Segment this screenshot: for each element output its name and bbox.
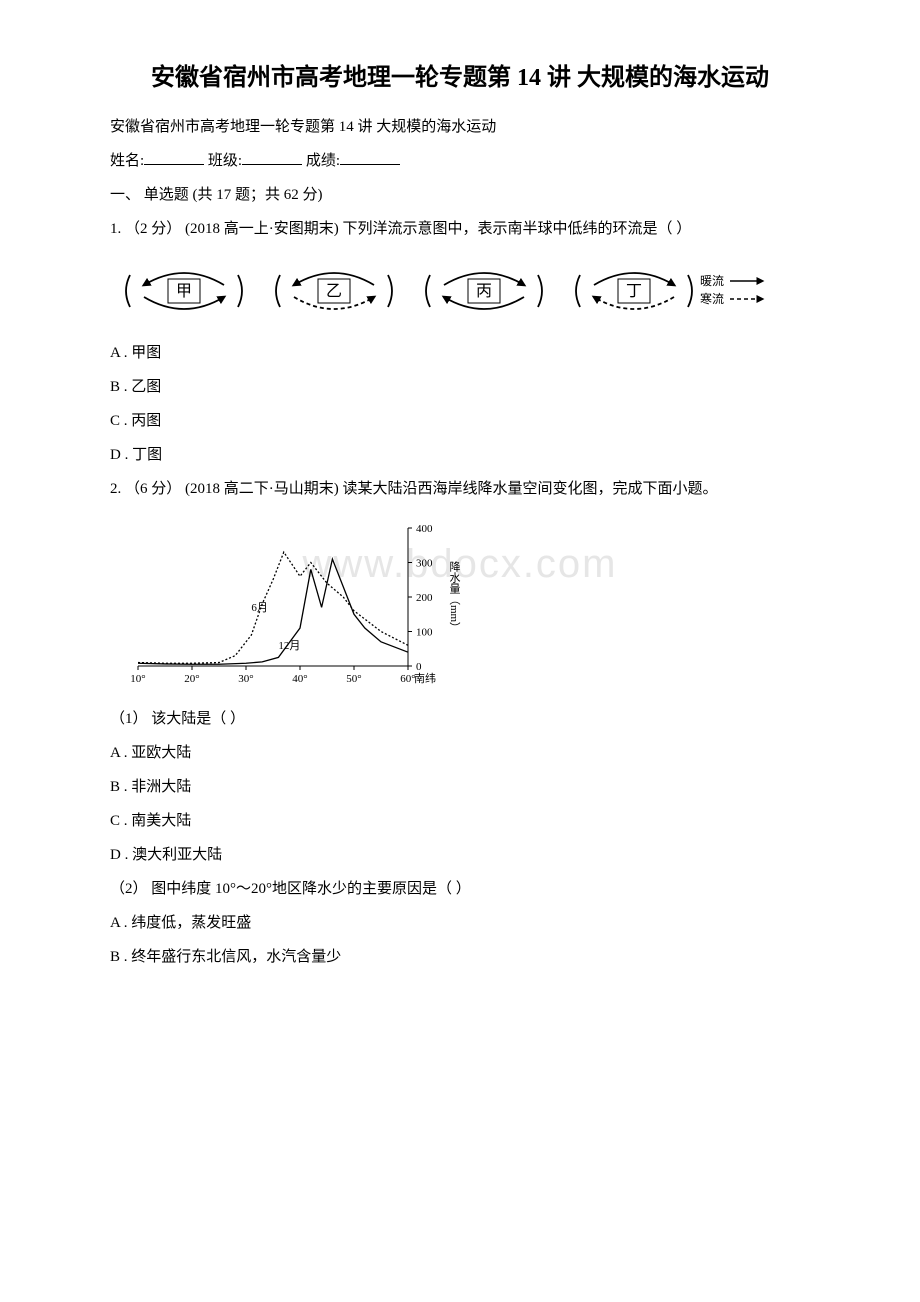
svg-text:乙: 乙	[326, 283, 342, 300]
svg-text:降水量（mm）: 降水量（mm）	[448, 560, 461, 633]
score-label: 成绩:	[306, 153, 340, 169]
svg-text:300: 300	[416, 558, 433, 570]
section-header: 一、 单选题 (共 17 题；共 62 分)	[80, 180, 840, 210]
q2-figure: 10°20°30°40°50°60°南纬0100200300400降水量（mm）…	[112, 514, 840, 694]
q2-sub2: （2） 图中纬度 10°～20°地区降水少的主要原因是（ ）	[80, 874, 840, 904]
q2-1-option-c: C . 南美大陆	[80, 806, 840, 836]
q2-1-option-a: A . 亚欧大陆	[80, 738, 840, 768]
name-label: 姓名:	[110, 153, 144, 169]
svg-text:40°: 40°	[292, 673, 307, 685]
q2-1-option-d: D . 澳大利亚大陆	[80, 840, 840, 870]
class-blank	[242, 149, 302, 166]
svg-text:丁: 丁	[626, 283, 642, 300]
q1-figure: 甲 乙 丙 丁 暖流寒流	[112, 254, 840, 328]
q2-2-option-a: A . 纬度低，蒸发旺盛	[80, 908, 840, 938]
svg-text:南纬: 南纬	[414, 672, 436, 685]
svg-text:暖流: 暖流	[700, 274, 724, 288]
svg-text:甲: 甲	[176, 283, 192, 300]
q1-option-d: D . 丁图	[80, 440, 840, 470]
student-info-line: 姓名: 班级: 成绩:	[80, 146, 840, 176]
subtitle-line: 安徽省宿州市高考地理一轮专题第 14 讲 大规模的海水运动	[80, 112, 840, 142]
q1-option-b: B . 乙图	[80, 372, 840, 402]
q2-stem: 2. （6 分） (2018 高二下·马山期末) 读某大陆沿西海岸线降水量空间变…	[80, 474, 840, 504]
svg-text:10°: 10°	[130, 673, 145, 685]
svg-text:200: 200	[416, 592, 433, 604]
q1-option-c: C . 丙图	[80, 406, 840, 436]
name-blank	[144, 149, 204, 166]
q1-option-a: A . 甲图	[80, 338, 840, 368]
page-title: 安徽省宿州市高考地理一轮专题第 14 讲 大规模的海水运动	[80, 60, 840, 96]
precipitation-chart: 10°20°30°40°50°60°南纬0100200300400降水量（mm）…	[112, 514, 472, 694]
q2-2-option-b: B . 终年盛行东北信风，水汽含量少	[80, 942, 840, 972]
svg-text:20°: 20°	[184, 673, 199, 685]
q1-stem: 1. （2 分） (2018 高一上·安图期末) 下列洋流示意图中，表示南半球中…	[80, 214, 840, 244]
q2-sub1: （1） 该大陆是（ ）	[80, 704, 840, 734]
gyre-diagram: 甲 乙 丙 丁 暖流寒流	[112, 254, 792, 328]
svg-text:30°: 30°	[238, 673, 253, 685]
svg-text:12月: 12月	[278, 640, 300, 652]
score-blank	[340, 149, 400, 166]
document-body: 安徽省宿州市高考地理一轮专题第 14 讲 大规模的海水运动 安徽省宿州市高考地理…	[80, 60, 840, 972]
svg-text:6月: 6月	[251, 602, 268, 614]
svg-text:400: 400	[416, 523, 433, 535]
svg-text:丙: 丙	[476, 283, 492, 300]
q2-1-option-b: B . 非洲大陆	[80, 772, 840, 802]
svg-text:50°: 50°	[346, 673, 361, 685]
svg-text:100: 100	[416, 627, 433, 639]
svg-text:0: 0	[416, 661, 422, 673]
class-label: 班级:	[208, 153, 242, 169]
svg-text:寒流: 寒流	[700, 291, 724, 306]
